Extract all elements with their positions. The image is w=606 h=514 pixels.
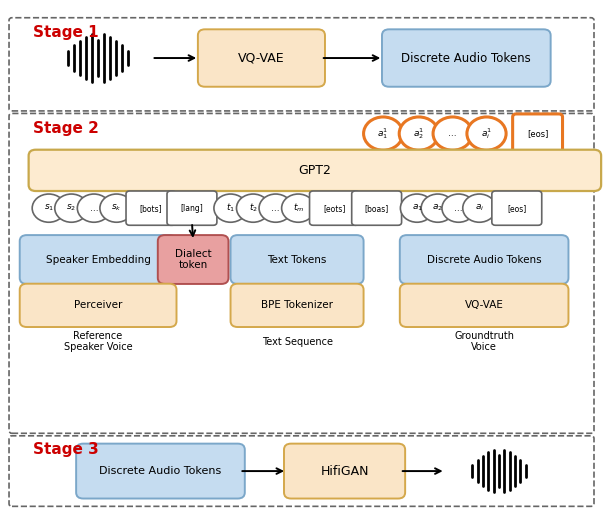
FancyBboxPatch shape (198, 29, 325, 87)
FancyBboxPatch shape (126, 191, 176, 225)
Text: [eos]: [eos] (507, 204, 527, 213)
Circle shape (463, 194, 496, 222)
Text: Speaker Embedding: Speaker Embedding (45, 254, 150, 265)
Circle shape (282, 194, 315, 222)
Text: BPE Tokenizer: BPE Tokenizer (261, 300, 333, 310)
Circle shape (433, 117, 472, 150)
Text: Stage 3: Stage 3 (33, 443, 99, 457)
FancyBboxPatch shape (351, 191, 402, 225)
Circle shape (421, 194, 454, 222)
Text: $t_m$: $t_m$ (293, 202, 304, 214)
FancyBboxPatch shape (382, 29, 551, 87)
Text: Text Tokens: Text Tokens (267, 254, 327, 265)
FancyBboxPatch shape (76, 444, 245, 499)
Text: ...: ... (454, 204, 463, 213)
Text: GPT2: GPT2 (298, 164, 331, 177)
Circle shape (214, 194, 247, 222)
Circle shape (100, 194, 133, 222)
Text: $s_2$: $s_2$ (66, 203, 76, 213)
Text: $a_i$: $a_i$ (474, 203, 484, 213)
Circle shape (236, 194, 270, 222)
Circle shape (399, 117, 438, 150)
Text: Discrete Audio Tokens: Discrete Audio Tokens (427, 254, 541, 265)
Circle shape (55, 194, 88, 222)
FancyBboxPatch shape (400, 235, 568, 284)
Circle shape (78, 194, 110, 222)
FancyBboxPatch shape (230, 235, 364, 284)
Circle shape (467, 117, 506, 150)
Text: $a_2$: $a_2$ (432, 203, 443, 213)
Text: ...: ... (271, 204, 280, 213)
Text: HifiGAN: HifiGAN (321, 465, 369, 478)
FancyBboxPatch shape (310, 191, 359, 225)
Text: [boas]: [boas] (365, 204, 389, 213)
Circle shape (442, 194, 475, 222)
FancyBboxPatch shape (158, 235, 228, 284)
Circle shape (364, 117, 403, 150)
FancyBboxPatch shape (513, 114, 562, 153)
Text: Discrete Audio Tokens: Discrete Audio Tokens (401, 51, 531, 65)
FancyBboxPatch shape (492, 191, 542, 225)
Text: $a^1_2$: $a^1_2$ (413, 126, 425, 141)
Text: [bots]: [bots] (139, 204, 162, 213)
Text: $t_1$: $t_1$ (226, 202, 235, 214)
FancyBboxPatch shape (400, 284, 568, 327)
FancyBboxPatch shape (28, 150, 601, 191)
Text: $s_1$: $s_1$ (44, 203, 54, 213)
Text: $t_2$: $t_2$ (248, 202, 258, 214)
Text: Stage 2: Stage 2 (33, 121, 99, 136)
Text: VQ-VAE: VQ-VAE (465, 300, 504, 310)
Text: Text Sequence: Text Sequence (262, 337, 333, 346)
Text: $s_k$: $s_k$ (112, 203, 122, 213)
Text: Perceiver: Perceiver (74, 300, 122, 310)
Text: Discrete Audio Tokens: Discrete Audio Tokens (99, 466, 222, 476)
Text: ...: ... (90, 204, 98, 213)
Text: Reference
Speaker Voice: Reference Speaker Voice (64, 331, 133, 353)
FancyBboxPatch shape (167, 191, 217, 225)
Text: $a^1_1$: $a^1_1$ (378, 126, 389, 141)
Circle shape (32, 194, 65, 222)
Text: [eos]: [eos] (527, 129, 548, 138)
Text: $a_1$: $a_1$ (411, 203, 422, 213)
Text: ...: ... (448, 129, 457, 138)
FancyBboxPatch shape (284, 444, 405, 499)
Text: VQ-VAE: VQ-VAE (238, 51, 285, 65)
Text: Groundtruth
Voice: Groundtruth Voice (454, 331, 514, 353)
FancyBboxPatch shape (20, 235, 176, 284)
Circle shape (259, 194, 292, 222)
Text: [eots]: [eots] (323, 204, 345, 213)
Text: Dialect
token: Dialect token (175, 249, 211, 270)
Circle shape (401, 194, 434, 222)
FancyBboxPatch shape (230, 284, 364, 327)
Text: Stage 1: Stage 1 (33, 25, 98, 40)
Text: $a^1_i$: $a^1_i$ (481, 126, 492, 141)
Text: [lang]: [lang] (181, 204, 204, 213)
FancyBboxPatch shape (20, 284, 176, 327)
